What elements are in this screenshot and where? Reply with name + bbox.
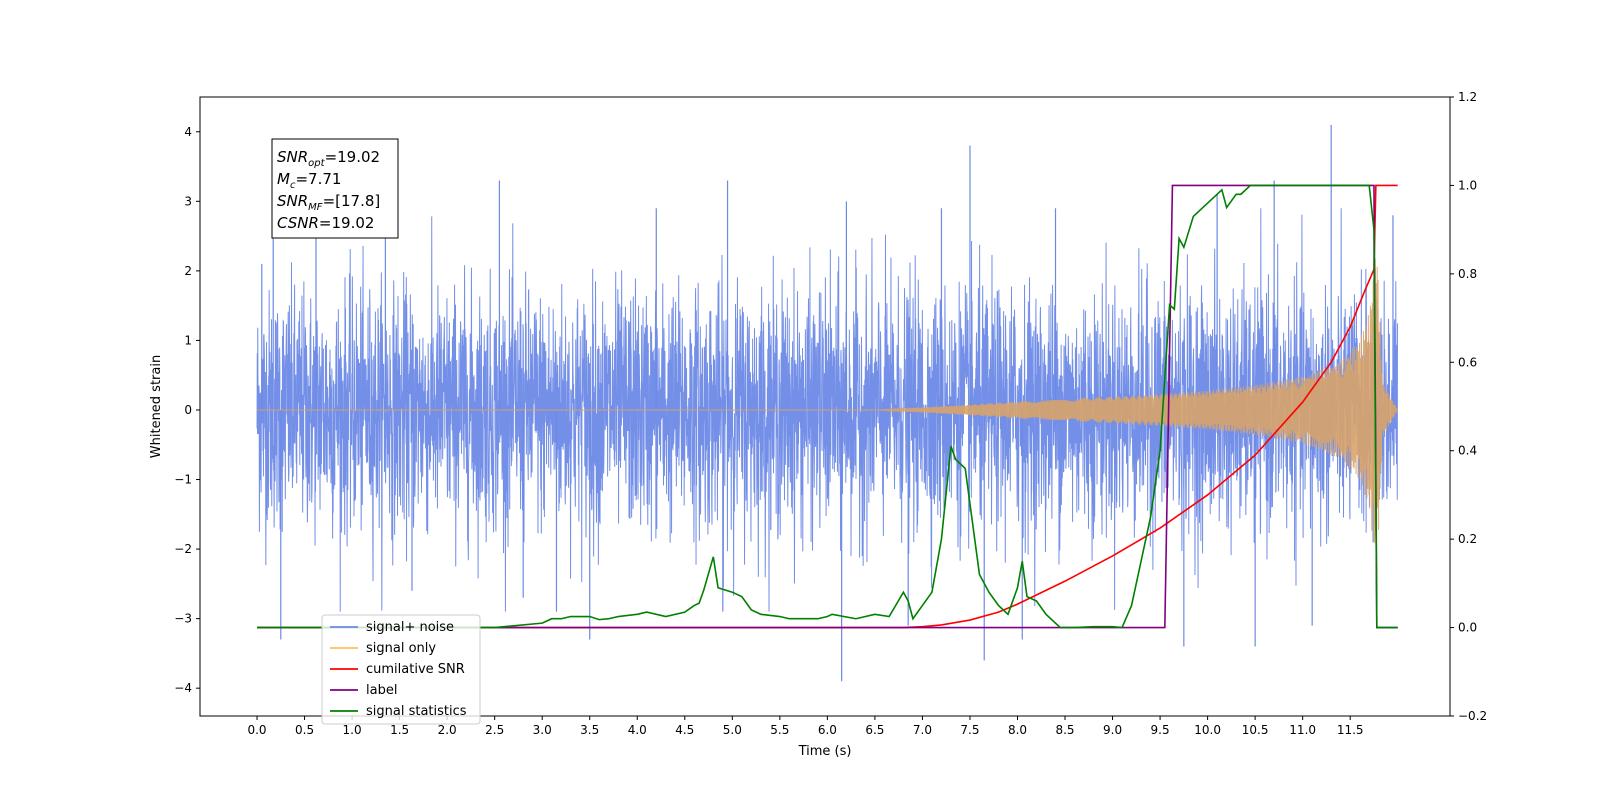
x-tick-label: 9.0 bbox=[1103, 723, 1122, 737]
y-tick-label: 3 bbox=[184, 194, 192, 208]
x-tick-label: 10.5 bbox=[1242, 723, 1269, 737]
series-signal-only-line bbox=[257, 258, 1399, 575]
x-axis: 0.0 0.5 1.0 1.5 2.0 2.5 3.0 3.5 4.0 4.5 5.0 5.5 6.0 6… bbox=[247, 716, 1364, 737]
x-tick-label: 5.0 bbox=[723, 723, 742, 737]
series-cumilative-snr-line bbox=[257, 184, 1398, 629]
x-tick-label: 2.0 bbox=[438, 723, 457, 737]
y-tick-label: −4 bbox=[174, 681, 192, 695]
y-tick-label: 4 bbox=[184, 125, 192, 139]
x-tick-label: 1.5 bbox=[390, 723, 409, 737]
legend-box bbox=[321, 614, 481, 725]
x-tick-label: 2.5 bbox=[485, 723, 504, 737]
x-tick-label: 1.0 bbox=[343, 723, 362, 737]
x-axis-label: Time (s) bbox=[798, 744, 852, 759]
left-y-axis: −4 −3 −2 −1 0 1 2 3 4 bbox=[174, 125, 200, 695]
x-tick-label: 11.0 bbox=[1289, 723, 1316, 737]
annotation-box-border bbox=[271, 138, 399, 239]
x-tick-label: 3.0 bbox=[533, 723, 552, 737]
legend-label: cumilative SNR bbox=[366, 662, 465, 677]
x-tick-label: 4.0 bbox=[628, 723, 647, 737]
y-tick-label: −2 bbox=[174, 542, 192, 556]
annotation-line: SNRopt=19.02 bbox=[277, 148, 380, 169]
legend: signal+ noise signal only cumilative SNR la… bbox=[321, 614, 481, 725]
plot-frame bbox=[199, 96, 1451, 717]
legend-label: signal+ noise bbox=[366, 620, 454, 635]
x-tick-label: 10.0 bbox=[1194, 723, 1221, 737]
y-tick-label: −3 bbox=[174, 612, 192, 626]
y2-tick-label: −0.2 bbox=[1458, 709, 1487, 723]
y2-tick-label: 0.6 bbox=[1458, 355, 1477, 369]
x-tick-label: 6.5 bbox=[865, 723, 884, 737]
y2-tick-label: 1.2 bbox=[1458, 90, 1477, 104]
y2-tick-label: 1.0 bbox=[1458, 178, 1477, 192]
legend-label: signal statistics bbox=[366, 704, 467, 719]
x-tick-label: 11.5 bbox=[1337, 723, 1364, 737]
x-tick-label: 7.0 bbox=[913, 723, 932, 737]
legend-label: label bbox=[366, 683, 397, 698]
x-tick-label: 4.5 bbox=[675, 723, 694, 737]
y2-tick-label: 0.4 bbox=[1458, 444, 1477, 458]
annotation-line: Mc=7.71 bbox=[277, 170, 341, 191]
y-tick-label: 2 bbox=[184, 264, 192, 278]
x-tick-label: 0.5 bbox=[295, 723, 314, 737]
x-tick-label: 9.5 bbox=[1151, 723, 1170, 737]
y2-tick-label: 0.8 bbox=[1458, 267, 1477, 281]
series-signal-statistics-line bbox=[257, 184, 1398, 629]
plot-area bbox=[256, 124, 1399, 682]
annotation-line: SNRMF=[17.8] bbox=[277, 192, 380, 213]
x-tick-label: 3.5 bbox=[580, 723, 599, 737]
legend-label: signal only bbox=[366, 641, 436, 656]
y2-tick-label: 0.2 bbox=[1458, 532, 1477, 546]
x-tick-label: 7.5 bbox=[960, 723, 979, 737]
x-tick-label: 0.0 bbox=[247, 723, 266, 737]
y-tick-label: −1 bbox=[174, 473, 192, 487]
x-tick-label: 8.0 bbox=[1008, 723, 1027, 737]
y-axis-label: Whitened strain bbox=[149, 355, 164, 458]
x-tick-label: 6.0 bbox=[818, 723, 837, 737]
right-y-axis: −0.2 0.0 0.2 0.4 0.6 0.8 1.0 1.2 bbox=[1450, 90, 1487, 723]
x-tick-label: 8.5 bbox=[1055, 723, 1074, 737]
annotation-line: CSNR=19.02 bbox=[277, 214, 374, 232]
y2-tick-label: 0.0 bbox=[1458, 621, 1477, 635]
series-signal-noise-line bbox=[256, 208, 1399, 612]
y-tick-label: 1 bbox=[184, 333, 192, 347]
x-tick-label: 5.5 bbox=[770, 723, 789, 737]
y-tick-label: 0 bbox=[184, 403, 192, 417]
stats-annotation-box: SNRopt=19.02Mc=7.71SNRMF=[17.8]CSNR=19.0… bbox=[271, 138, 399, 239]
